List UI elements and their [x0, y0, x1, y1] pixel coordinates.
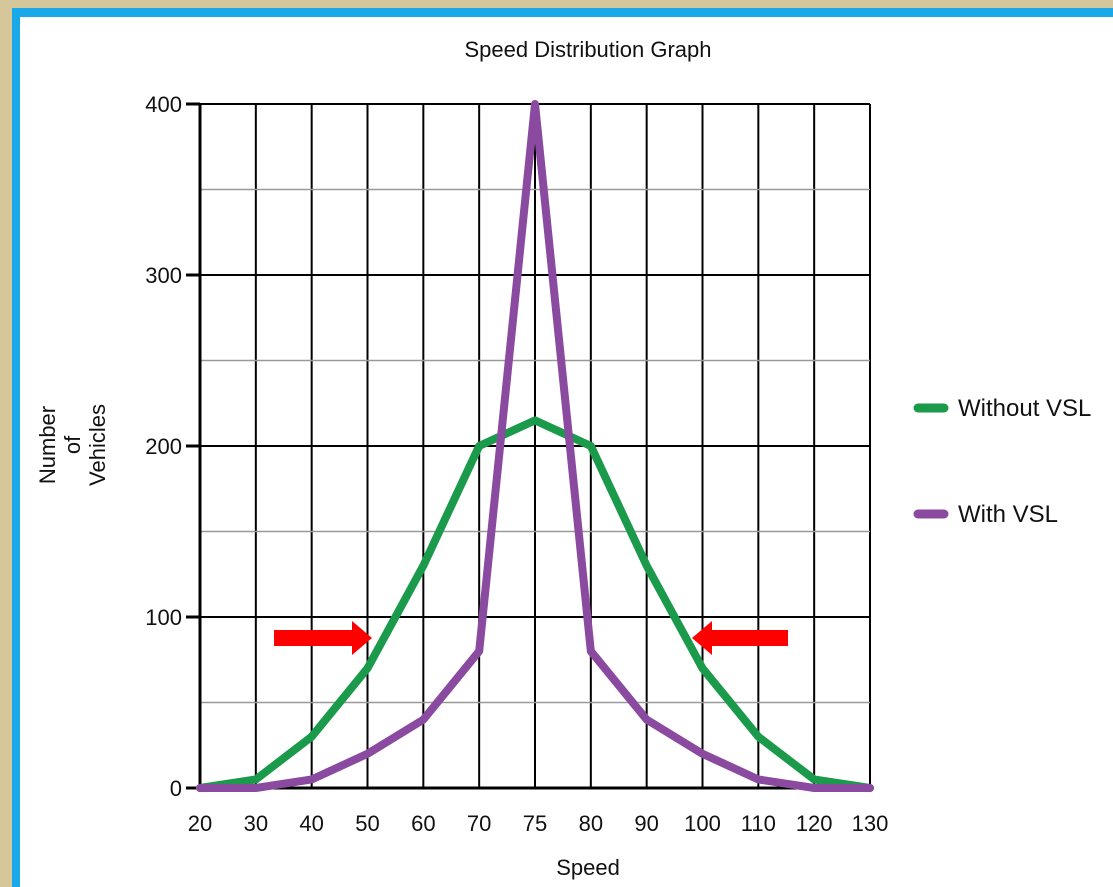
y-tick-label: 0 — [170, 776, 182, 801]
x-tick-label: 130 — [852, 811, 889, 836]
x-axis-label: Speed — [556, 855, 620, 880]
y-tick-label: 400 — [145, 92, 182, 117]
x-tick-label: 70 — [467, 811, 491, 836]
x-tick-label: 50 — [355, 811, 379, 836]
series-layer — [196, 100, 874, 792]
legend-label: With VSL — [958, 501, 1058, 528]
grid — [199, 103, 871, 789]
series-line-without-vsl — [196, 416, 874, 792]
y-tick-label: 300 — [145, 263, 182, 288]
x-tick-label: 80 — [579, 811, 603, 836]
arrow-left — [692, 621, 788, 655]
y-axis-label-line: Vehicles — [85, 404, 110, 486]
y-tick-label: 200 — [145, 434, 182, 459]
y-axis-label: NumberofVehicles — [35, 404, 110, 486]
x-tick-label: 60 — [411, 811, 435, 836]
legend: Without VSL With VSL — [913, 395, 1091, 528]
x-tick-label: 40 — [299, 811, 323, 836]
y-axis-label-line: Number — [35, 406, 60, 484]
y-axis-label-line: of — [60, 435, 85, 454]
y-tick-label: 100 — [145, 605, 182, 630]
legend-label: Without VSL — [958, 395, 1091, 422]
x-tick-label: 110 — [741, 811, 776, 836]
x-tick-label: 20 — [188, 811, 212, 836]
x-tick-label: 100 — [684, 811, 721, 836]
annotations — [274, 621, 788, 655]
axes — [186, 102, 870, 790]
chart-title: Speed Distribution Graph — [464, 37, 711, 62]
arrow-right — [274, 621, 372, 655]
x-tick-label: 90 — [634, 811, 658, 836]
labels: 0 100 200 300 400 20 30 40 50 60 70 75 80 90 100 110 120… — [35, 92, 888, 836]
x-tick-label: 30 — [244, 811, 268, 836]
series-line-with-vsl — [196, 100, 874, 792]
x-tick-label: 75 — [523, 811, 547, 836]
x-tick-label: 120 — [796, 811, 833, 836]
